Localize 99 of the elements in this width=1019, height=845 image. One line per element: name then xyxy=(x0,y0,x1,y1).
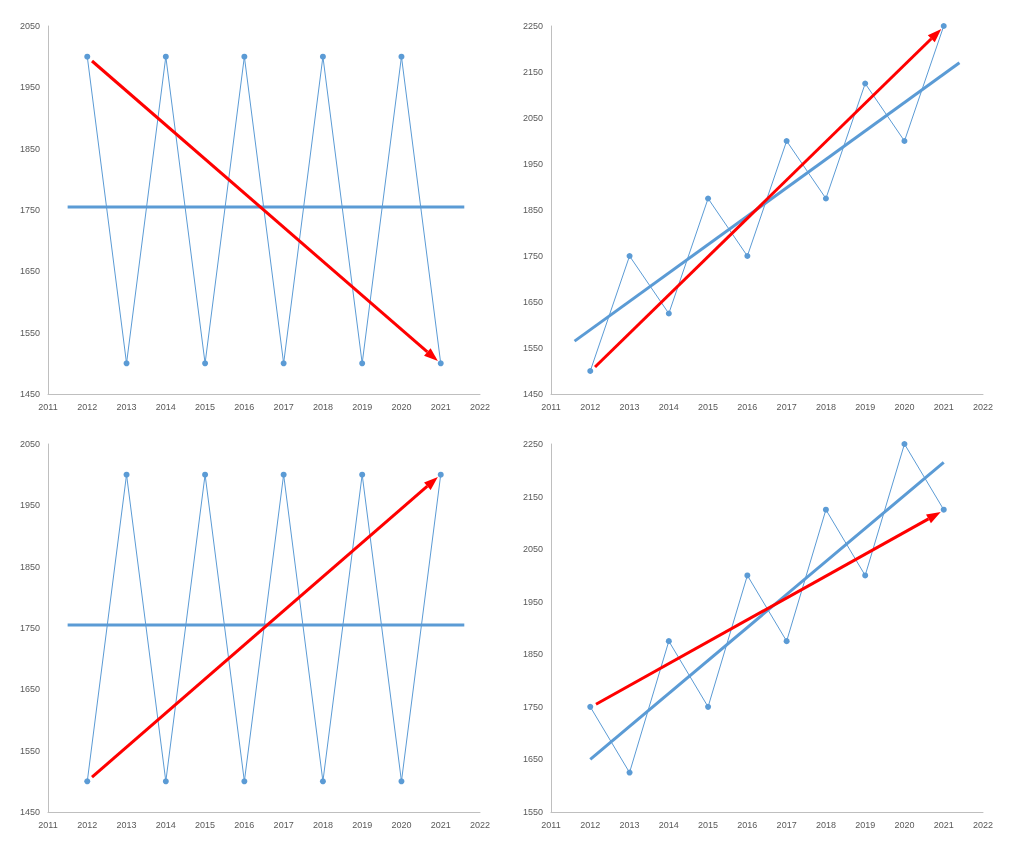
point xyxy=(705,195,712,202)
point xyxy=(783,638,790,645)
y-tick-label: 1450 xyxy=(522,389,543,399)
x-tick-label: 2017 xyxy=(273,819,294,830)
x-tick-label: 2019 xyxy=(855,819,876,830)
point xyxy=(705,703,712,710)
point xyxy=(901,138,908,144)
x-tick-label: 2017 xyxy=(776,401,797,412)
x-tick-label: 2022 xyxy=(469,819,491,830)
x-tick-label: 2013 xyxy=(116,401,137,412)
x-tick-label: 2012 xyxy=(77,819,98,830)
point xyxy=(626,769,633,776)
y-tick-label: 1750 xyxy=(19,205,40,215)
x-tick-label: 2013 xyxy=(619,401,640,412)
x-tick-label: 2013 xyxy=(116,819,137,830)
x-tick-label: 2011 xyxy=(38,401,58,412)
x-tick-label: 2019 xyxy=(352,819,373,830)
y-tick-label: 1950 xyxy=(19,500,40,511)
x-tick-label: 2017 xyxy=(273,401,294,412)
x-tick-label: 2016 xyxy=(234,819,255,830)
y-tick-label: 2250 xyxy=(522,439,543,449)
point xyxy=(940,23,947,29)
y-tick-label: 2150 xyxy=(522,67,543,77)
x-tick-label: 2020 xyxy=(391,401,412,412)
x-tick-label: 2011 xyxy=(541,401,561,412)
y-tick-label: 1850 xyxy=(522,649,543,660)
point xyxy=(744,572,751,579)
x-tick-label: 2015 xyxy=(195,401,216,412)
y-tick-label: 1650 xyxy=(19,684,40,695)
x-tick-label: 2017 xyxy=(776,819,797,830)
y-tick-label: 1950 xyxy=(19,82,40,93)
y-tick-label: 1650 xyxy=(19,266,40,277)
y-tick-label: 1950 xyxy=(522,159,543,169)
y-tick-label: 1550 xyxy=(19,327,40,338)
y-tick-label: 1450 xyxy=(19,389,40,399)
y-tick-label: 1750 xyxy=(19,623,40,633)
y-tick-label: 2050 xyxy=(522,544,543,555)
x-tick-label: 2018 xyxy=(815,401,836,412)
y-tick-label: 2250 xyxy=(522,21,543,31)
x-tick-label: 2015 xyxy=(195,819,216,830)
y-tick-label: 1950 xyxy=(522,596,543,607)
x-tick-label: 2020 xyxy=(894,401,915,412)
point xyxy=(665,638,672,645)
x-tick-label: 2022 xyxy=(469,401,491,412)
x-tick-label: 2016 xyxy=(234,401,255,412)
x-tick-label: 2013 xyxy=(619,819,640,830)
y-tick-label: 1850 xyxy=(522,205,543,215)
x-tick-label: 2014 xyxy=(155,819,176,830)
y-tick-label: 1550 xyxy=(522,343,543,353)
y-tick-label: 2050 xyxy=(19,21,40,31)
y-tick-label: 1750 xyxy=(522,251,543,261)
x-tick-label: 2019 xyxy=(352,401,373,412)
x-tick-label: 2018 xyxy=(312,401,333,412)
x-tick-label: 2021 xyxy=(430,401,451,412)
y-tick-label: 1850 xyxy=(19,143,40,154)
x-tick-label: 2012 xyxy=(580,819,601,830)
point xyxy=(587,703,594,710)
x-tick-label: 2012 xyxy=(77,401,98,412)
point xyxy=(901,441,908,447)
y-tick-label: 1550 xyxy=(522,807,543,817)
x-tick-label: 2021 xyxy=(933,819,954,830)
x-tick-label: 2018 xyxy=(815,819,836,830)
point xyxy=(587,368,594,374)
y-tick-label: 2050 xyxy=(19,439,40,449)
x-tick-label: 2021 xyxy=(933,401,954,412)
y-tick-label: 1850 xyxy=(19,561,40,572)
x-tick-label: 2020 xyxy=(894,819,915,830)
point xyxy=(940,506,947,513)
y-tick-label: 2150 xyxy=(522,491,543,502)
x-tick-label: 2021 xyxy=(430,819,451,830)
y-tick-label: 2050 xyxy=(522,113,543,123)
y-tick-label: 1650 xyxy=(522,297,543,307)
x-tick-label: 2022 xyxy=(972,401,994,412)
x-tick-label: 2014 xyxy=(658,819,679,830)
x-tick-label: 2018 xyxy=(312,819,333,830)
x-tick-label: 2015 xyxy=(698,401,719,412)
point xyxy=(862,80,869,87)
point xyxy=(862,572,869,579)
x-tick-label: 2011 xyxy=(38,819,58,830)
point xyxy=(626,253,633,259)
x-tick-label: 2019 xyxy=(855,401,876,412)
x-tick-label: 2022 xyxy=(972,819,994,830)
x-tick-label: 2020 xyxy=(391,819,412,830)
x-tick-label: 2015 xyxy=(698,819,719,830)
point xyxy=(783,138,790,144)
point xyxy=(744,253,751,259)
x-tick-label: 2012 xyxy=(580,401,601,412)
x-tick-label: 2014 xyxy=(658,401,679,412)
y-tick-label: 1650 xyxy=(522,754,543,765)
point xyxy=(665,310,672,317)
y-tick-label: 1450 xyxy=(19,807,40,817)
y-tick-label: 1550 xyxy=(19,745,40,756)
x-tick-label: 2011 xyxy=(541,819,561,830)
y-tick-label: 1750 xyxy=(522,701,543,712)
x-tick-label: 2014 xyxy=(155,401,176,412)
x-tick-label: 2016 xyxy=(737,401,758,412)
point xyxy=(822,506,829,513)
point xyxy=(822,195,829,202)
x-tick-label: 2016 xyxy=(737,819,758,830)
